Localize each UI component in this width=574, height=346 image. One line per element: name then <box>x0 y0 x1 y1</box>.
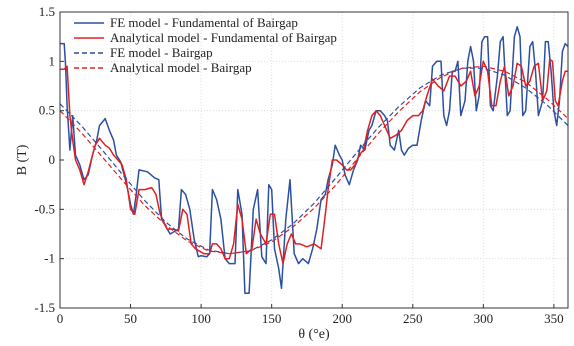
x-tick-label: 150 <box>262 311 282 326</box>
y-tick-label: -1 <box>44 251 55 266</box>
series-line-3 <box>60 67 568 255</box>
series-line-2 <box>60 58 568 265</box>
y-tick-label: 1.5 <box>39 4 55 19</box>
x-tick-label: 200 <box>332 311 352 326</box>
legend-label-3: FE model - Bairgap <box>110 45 213 60</box>
x-tick-label: 100 <box>191 311 211 326</box>
y-tick-label: 0 <box>49 152 56 167</box>
x-tick-label: 300 <box>474 311 494 326</box>
x-tick-label: 250 <box>403 311 423 326</box>
x-axis-label: θ (°e) <box>298 327 330 342</box>
ticks: 0 50 100 150 200 250 300 350 -1.5 -1 -0.5 0 0.5 1 1.5 <box>34 4 563 326</box>
y-tick-label: -0.5 <box>34 201 55 216</box>
plot-series <box>60 26 568 294</box>
series-line-4 <box>60 65 568 255</box>
legend-label-2: Analytical model - Fundamental of Bairga… <box>110 30 337 45</box>
series-line-1 <box>60 26 568 294</box>
y-axis-label: B (T) <box>15 144 30 175</box>
y-tick-label: -1.5 <box>34 300 55 315</box>
y-tick-label: 1 <box>49 53 56 68</box>
legend-label-1: FE model - Fundamental of Bairgap <box>110 15 298 30</box>
y-tick-label: 0.5 <box>39 103 55 118</box>
x-tick-label: 0 <box>57 311 64 326</box>
legend-label-4: Analytical model - Bairgap <box>110 60 252 75</box>
legend: FE model - Fundamental of BairgapAnalyti… <box>74 15 337 75</box>
x-tick-label: 50 <box>124 311 137 326</box>
x-tick-label: 350 <box>544 311 564 326</box>
